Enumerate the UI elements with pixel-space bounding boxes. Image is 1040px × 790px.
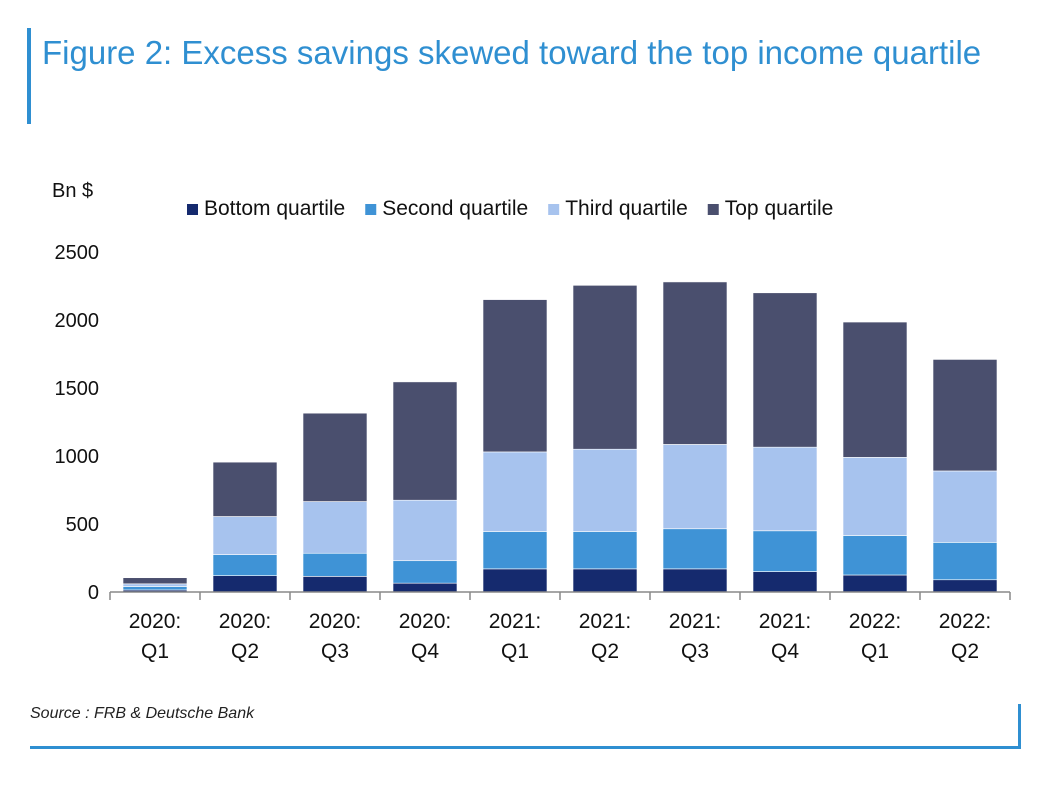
bar-segment-8-0 [842,574,908,593]
bar-segment-1-0 [212,575,278,593]
y-tick-label-1: 500 [66,514,99,536]
legend-swatch-2 [548,204,560,215]
legend-label-2: Third quartile [565,197,688,220]
bar-stack-4 [482,299,548,593]
x-tick-label-4-0: 2021: [489,610,542,633]
y-tick-label-0: 0 [88,582,99,604]
bar-segment-0-1 [122,586,188,591]
bar-segment-3-3 [392,381,458,501]
bar-segment-3-1 [392,560,458,584]
bar-segment-9-3 [932,359,998,472]
x-tick-label-2-1: Q3 [321,640,349,663]
y-tick-label-5: 2500 [55,242,100,264]
x-tick-label-5-0: 2021: [579,610,632,633]
bar-segment-8-1 [842,535,908,576]
y-tick-label-4: 2000 [55,310,100,332]
bar-segment-6-1 [662,528,728,570]
bar-segment-6-2 [662,444,728,530]
x-tick-label-9-1: Q2 [951,640,979,663]
x-tick-label-2-0: 2020: [309,610,362,633]
y-tick-label-2: 1000 [55,446,100,468]
x-tick-label-7-0: 2021: [759,610,812,633]
bar-stack-8 [842,321,908,593]
bar-segment-5-1 [572,531,638,570]
bar-segment-0-3 [122,577,188,585]
footer-rule-tick [1018,704,1021,749]
x-tick-label-1-1: Q2 [231,640,259,663]
x-tick-label-3-1: Q4 [411,640,439,663]
bar-segment-2-2 [302,501,368,554]
bar-segment-2-1 [302,552,368,577]
y-axis: 0 500 1000 1500 2000 2500 [55,242,100,604]
footer-rule [30,746,1021,749]
bar-segment-2-0 [302,576,368,593]
source-note: Source : FRB & Deutsche Bank [30,705,255,722]
bar-segment-8-2 [842,457,908,536]
legend-swatch-0 [187,204,198,215]
x-tick-label-0-1: Q1 [141,640,169,663]
bar-segment-6-0 [662,568,728,593]
bar-stack-7 [752,292,818,593]
x-tick-label-3-0: 2020: [399,610,452,633]
bar-segment-7-0 [752,571,818,593]
bar-segment-1-2 [212,516,278,555]
bar-segment-3-2 [392,499,458,562]
x-tick-label-8-1: Q1 [861,640,889,663]
bar-segment-7-1 [752,530,818,572]
bar-segment-0-2 [122,583,188,587]
legend-label-3: Top quartile [725,197,834,220]
bar-segment-4-1 [482,531,548,570]
bar-stack-2 [302,412,368,593]
bar-segment-9-2 [932,470,998,543]
bar-segment-1-1 [212,554,278,576]
bar-segment-3-0 [392,582,458,593]
bar-stack-1 [212,461,278,593]
bar-segment-5-2 [572,448,638,532]
bar-segment-9-0 [932,579,998,593]
y-axis-unit-label: Bn $ [52,180,93,202]
bar-stack-0 [122,577,188,593]
bar-segment-4-2 [482,451,548,532]
bar-stack-3 [392,381,458,593]
bars [122,281,998,593]
legend-swatch-1 [365,204,377,215]
bar-segment-5-0 [572,568,638,593]
x-tick-label-5-1: Q2 [591,640,619,663]
bar-segment-1-3 [212,461,278,517]
bar-segment-4-0 [482,568,548,593]
x-tick-label-6-1: Q3 [681,640,709,663]
bar-segment-5-3 [572,285,638,450]
x-tick-label-9-0: 2022: [939,610,992,633]
bar-segment-4-3 [482,299,548,453]
x-axis: 2020: Q1 2020: Q2 2020: Q3 2020: Q4 2021: Q1 2021:… [109,591,1011,663]
legend-label-1: Second quartile [382,197,528,220]
x-tick-label-4-1: Q1 [501,640,529,663]
x-tick-label-0-0: 2020: [129,610,182,633]
x-tick-label-1-0: 2020: [219,610,272,633]
x-tick-label-7-1: Q4 [771,640,799,663]
bar-stack-6 [662,281,728,593]
bar-segment-2-3 [302,412,368,502]
legend-swatch-3 [707,204,719,215]
legend-label-0: Bottom quartile [204,197,345,220]
title-accent-bar [27,28,31,124]
legend: Bottom quartile Second quartile Third quar… [187,197,833,220]
bar-segment-6-3 [662,281,728,445]
bar-stack-9 [932,359,998,593]
bar-segment-7-3 [752,292,818,448]
bar-segment-7-2 [752,446,818,532]
bar-segment-9-1 [932,542,998,581]
x-tick-label-6-0: 2021: [669,610,722,633]
bar-stack-5 [572,285,638,593]
bar-segment-8-3 [842,321,908,458]
x-tick-label-8-0: 2022: [849,610,902,633]
figure-title: Figure 2: Excess savings skewed toward t… [42,34,982,71]
y-tick-label-3: 1500 [55,378,100,400]
